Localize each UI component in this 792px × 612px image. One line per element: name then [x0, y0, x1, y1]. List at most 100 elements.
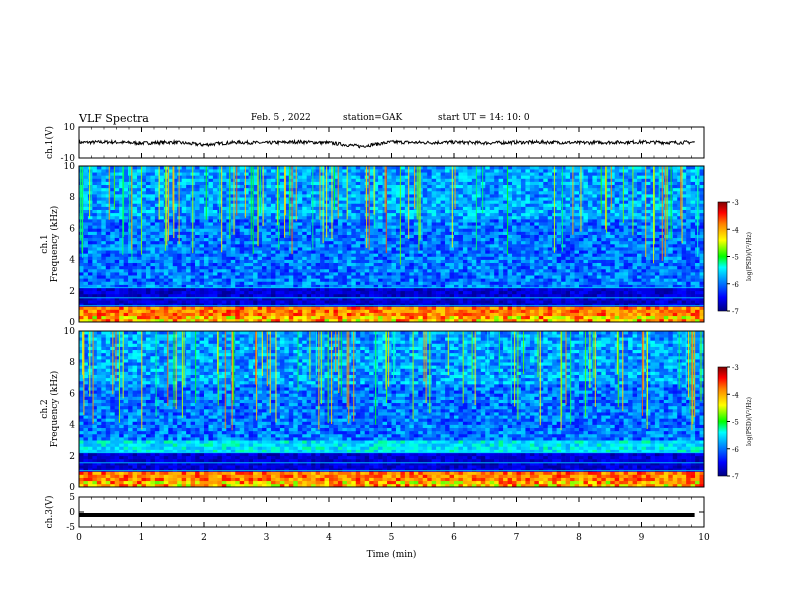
spectrogram-cell — [467, 228, 473, 232]
spectrogram-cell — [471, 300, 477, 304]
spectrogram-cell — [293, 228, 299, 232]
spectrogram-cell — [248, 306, 254, 310]
spectrogram-cell — [230, 275, 236, 279]
spectrogram-cell — [445, 290, 450, 295]
spectrogram-cell — [387, 194, 392, 198]
spectrogram-cell — [440, 190, 446, 195]
spectrogram-cell — [404, 250, 410, 254]
spectrogram-cell — [105, 225, 111, 229]
spectrogram-cell — [101, 250, 107, 254]
spectrogram-cell — [279, 253, 285, 257]
spectrogram-cell — [163, 256, 169, 260]
spectrogram-cell — [284, 231, 290, 235]
spectrogram-cell — [413, 318, 419, 323]
spectrogram-cell — [409, 315, 415, 320]
spectrogram-cell — [181, 300, 187, 304]
spectrogram-cell — [413, 315, 419, 320]
spectrogram-cell — [395, 309, 401, 313]
spectrogram-cell — [378, 315, 383, 320]
spectrogram-cell — [395, 184, 401, 189]
spectrogram-cell — [239, 250, 245, 254]
spectrogram-cell — [181, 262, 187, 267]
spectrogram-cell — [391, 234, 397, 239]
spectrogram-cell — [449, 268, 455, 273]
spectrogram-cell — [351, 253, 357, 257]
spectrogram-cell — [387, 240, 392, 245]
spectrogram-cell — [195, 262, 200, 267]
spectrogram-cell — [400, 219, 406, 223]
spectrogram-cell — [150, 272, 156, 276]
spectrogram-cell — [96, 297, 102, 301]
spectrogram-cell — [476, 297, 482, 301]
spectrogram-cell — [445, 256, 450, 260]
spectrogram-cell — [226, 184, 232, 189]
spectrogram-cell — [137, 237, 142, 242]
spectrogram-cell — [364, 315, 370, 320]
spectrogram-cell — [208, 244, 214, 248]
spectrogram-cell — [204, 247, 209, 251]
spectrogram-cell — [288, 190, 294, 195]
spectrogram-cell — [244, 297, 249, 301]
spectrogram-cell — [284, 256, 290, 260]
spectrogram-cell — [462, 178, 468, 182]
spectrogram-cell — [422, 209, 428, 214]
spectrogram-cell — [154, 181, 160, 186]
spectrogram-cell — [436, 300, 441, 304]
spectrogram-cell — [177, 247, 182, 251]
spectrogram-cell — [257, 287, 263, 292]
spectrogram-cell — [257, 253, 263, 257]
spectrogram-cell — [145, 169, 151, 173]
spectrogram-cell — [360, 256, 366, 260]
spectrogram-cell — [212, 244, 218, 248]
spectrogram-cell — [346, 203, 352, 207]
spectrogram-cell — [427, 197, 432, 201]
spectrogram-cell — [373, 225, 379, 229]
spectrogram-cell — [395, 297, 401, 301]
spectrogram-cell — [230, 209, 236, 214]
spectrogram-cell — [262, 278, 267, 282]
spectrogram-cell — [257, 234, 263, 239]
spectrogram-cell — [454, 272, 459, 276]
spectrogram-cell — [279, 265, 285, 270]
spectrogram-cell — [311, 290, 316, 295]
spectrogram-cell — [302, 200, 307, 204]
spectrogram-cell — [168, 312, 174, 317]
spectrogram-cell — [204, 303, 209, 307]
spectrogram-cell — [427, 178, 432, 182]
spectrogram-cell — [297, 240, 303, 245]
spectrogram-cell — [221, 250, 227, 254]
spectrogram-cell — [302, 169, 307, 173]
spectrogram-cell — [257, 262, 263, 267]
spectrogram-cell — [204, 297, 209, 301]
spectrogram-cell — [293, 244, 299, 248]
spectrogram-cell — [132, 272, 138, 276]
spectrogram-cell — [101, 278, 107, 282]
spectrogram-cell — [467, 306, 473, 310]
spectrogram-cell — [270, 166, 276, 170]
spectrogram-cell — [119, 234, 124, 239]
spectrogram-cell — [467, 187, 473, 192]
spectrogram-cell — [351, 247, 357, 251]
spectrogram-cell — [132, 190, 138, 195]
spectrogram-cell — [355, 244, 361, 248]
spectrogram-cell — [137, 181, 142, 186]
spectrogram-cell — [476, 234, 482, 239]
spectrogram-cell — [404, 247, 410, 251]
spectrogram-cell — [270, 265, 276, 270]
spectrogram-cell — [355, 215, 361, 220]
spectrogram-cell — [83, 197, 89, 201]
spectrogram-cell — [288, 166, 294, 170]
spectrogram-cell — [413, 209, 419, 214]
spectrogram-cell — [467, 303, 473, 307]
spectrogram-cell — [221, 253, 227, 257]
spectrogram-cell — [195, 190, 200, 195]
start-time-label: start UT = 14: 10: 0 — [438, 113, 530, 123]
spectrogram-cell — [128, 240, 133, 245]
spectrogram-cell — [320, 209, 325, 214]
spectrogram-cell — [145, 297, 151, 301]
spectrogram-cell — [480, 262, 486, 267]
spectrogram-cell — [373, 293, 379, 298]
spectrogram-cell — [154, 209, 160, 214]
spectrogram-cell — [320, 312, 325, 317]
spectrogram-cell — [449, 293, 455, 298]
